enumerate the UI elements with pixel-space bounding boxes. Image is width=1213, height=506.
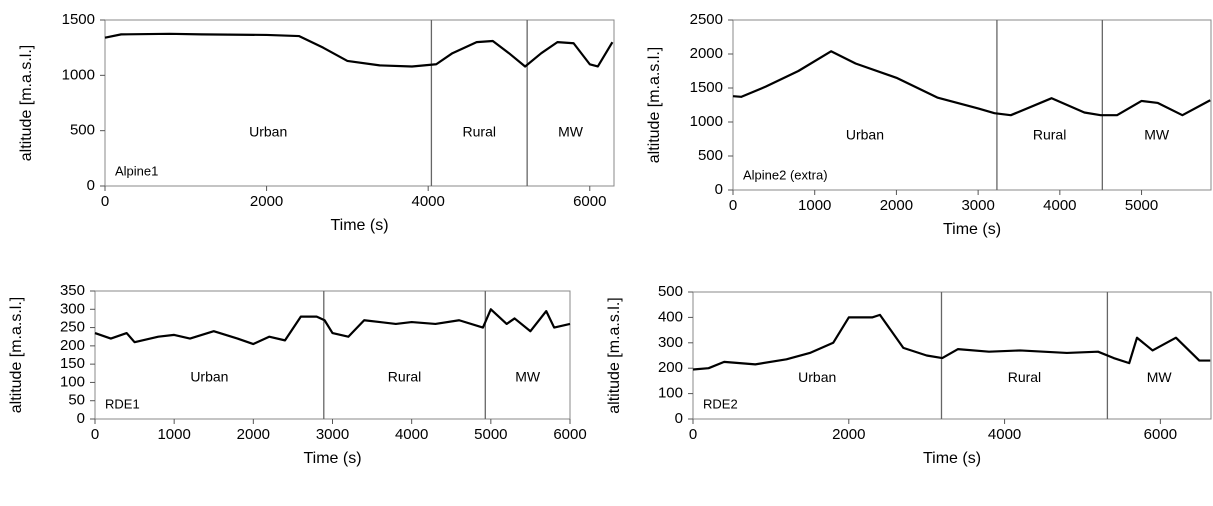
y-tick-label: 0 — [87, 177, 95, 194]
y-tick-label: 100 — [60, 373, 85, 390]
x-tick-label: 3000 — [316, 426, 349, 443]
section-label: Urban — [249, 124, 287, 140]
y-tick-label: 250 — [60, 319, 85, 336]
x-tick-label: 0 — [91, 426, 99, 443]
data-line — [94, 308, 571, 346]
section-label: MW — [1144, 126, 1170, 142]
x-tick-label: 5000 — [1125, 197, 1158, 214]
section-label: Urban — [798, 369, 836, 385]
x-tick-label: 4000 — [411, 193, 444, 210]
plot-frame — [104, 19, 615, 187]
x-tick-label: 6000 — [573, 193, 606, 210]
x-tick-label: 6000 — [1144, 426, 1177, 443]
x-axis-label: Time (s) — [303, 450, 361, 467]
y-tick-label: 1000 — [62, 66, 95, 83]
y-tick-label: 1500 — [690, 79, 723, 96]
y-tick-label: 200 — [658, 359, 683, 376]
x-tick-label: 4000 — [988, 426, 1021, 443]
y-axis-label: altitude [m.a.s.l.] — [606, 297, 623, 414]
y-tick-label: 400 — [658, 308, 683, 325]
y-tick-label: 1500 — [62, 11, 95, 28]
section-label: MW — [558, 124, 584, 140]
data-line — [104, 32, 614, 68]
y-tick-label: 2000 — [690, 45, 723, 62]
data-line — [692, 313, 1211, 371]
y-tick-label: 0 — [77, 410, 85, 427]
section-label: Urban — [190, 369, 228, 385]
x-axis-label: Time (s) — [923, 450, 981, 467]
plot-frame — [732, 19, 1212, 191]
x-tick-label: 6000 — [553, 426, 586, 443]
plot-frame — [94, 290, 571, 420]
panel-label: Alpine1 — [115, 163, 158, 178]
y-tick-label: 0 — [715, 181, 723, 198]
y-tick-label: 1000 — [690, 113, 723, 130]
section-label: Rural — [388, 369, 421, 385]
panel-label: RDE1 — [105, 396, 140, 411]
panel-label: RDE2 — [703, 396, 738, 411]
section-label: Rural — [1008, 369, 1041, 385]
x-tick-label: 0 — [101, 193, 109, 210]
y-tick-label: 200 — [60, 337, 85, 354]
section-label: MW — [1147, 369, 1173, 385]
y-axis-label: altitude [m.a.s.l.] — [18, 45, 35, 162]
y-tick-label: 350 — [60, 282, 85, 299]
y-tick-label: 500 — [658, 283, 683, 300]
y-tick-label: 300 — [658, 334, 683, 351]
y-axis-label: altitude [m.a.s.l.] — [646, 47, 663, 164]
x-tick-label: 0 — [729, 197, 737, 214]
y-tick-label: 50 — [68, 392, 85, 409]
x-tick-label: 3000 — [961, 197, 994, 214]
y-tick-label: 2500 — [690, 11, 723, 28]
data-line — [732, 50, 1211, 117]
section-label: Rural — [1033, 126, 1066, 142]
plot-frame — [692, 291, 1212, 420]
x-tick-label: 2000 — [237, 426, 270, 443]
x-tick-label: 5000 — [474, 426, 507, 443]
x-tick-label: 0 — [689, 426, 697, 443]
x-tick-label: 1000 — [798, 197, 831, 214]
x-tick-label: 4000 — [1043, 197, 1076, 214]
x-tick-label: 1000 — [157, 426, 190, 443]
y-tick-label: 150 — [60, 355, 85, 372]
section-label: Rural — [463, 124, 496, 140]
section-label: MW — [515, 369, 541, 385]
x-tick-label: 2000 — [832, 426, 865, 443]
x-axis-label: Time (s) — [943, 221, 1001, 238]
y-axis-label: altitude [m.a.s.l.] — [8, 297, 25, 414]
y-tick-label: 0 — [675, 410, 683, 427]
x-tick-label: 2000 — [250, 193, 283, 210]
y-tick-label: 500 — [698, 147, 723, 164]
x-tick-label: 4000 — [395, 426, 428, 443]
y-tick-label: 100 — [658, 385, 683, 402]
section-label: Urban — [846, 126, 884, 142]
y-tick-label: 300 — [60, 300, 85, 317]
x-axis-label: Time (s) — [330, 217, 388, 234]
y-tick-label: 500 — [70, 122, 95, 139]
panel-label: Alpine2 (extra) — [743, 167, 828, 182]
x-tick-label: 2000 — [880, 197, 913, 214]
